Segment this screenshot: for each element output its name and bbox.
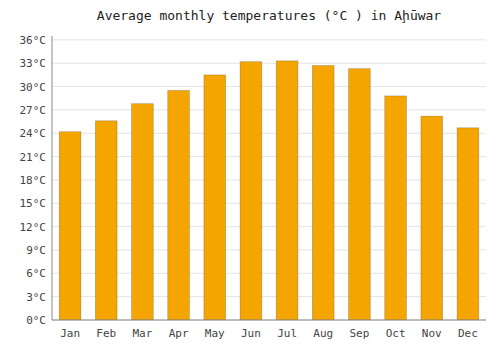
bar bbox=[457, 128, 479, 320]
y-tick-label: 27°C bbox=[20, 104, 47, 117]
grid-line bbox=[52, 39, 486, 40]
y-tick-label: 21°C bbox=[20, 151, 47, 164]
y-tick-label: 3°C bbox=[26, 291, 46, 304]
y-tick-label: 12°C bbox=[20, 221, 47, 234]
y-axis-line bbox=[52, 36, 53, 320]
x-tick-label: Mar bbox=[132, 327, 152, 340]
y-tick-label: 6°C bbox=[26, 267, 46, 280]
grid-line bbox=[52, 109, 486, 110]
bar bbox=[132, 104, 154, 320]
bar bbox=[349, 69, 371, 320]
x-tick-label: Jan bbox=[60, 327, 80, 340]
grid-line bbox=[52, 63, 486, 64]
x-tick-label: Jul bbox=[277, 327, 297, 340]
bar bbox=[59, 132, 81, 320]
grid-line bbox=[52, 320, 486, 321]
x-tick-label: Apr bbox=[169, 327, 189, 340]
page: {"chart_data": {"type": "bar", "title": … bbox=[0, 0, 500, 350]
y-tick-label: 24°C bbox=[20, 127, 47, 140]
x-tick-label: May bbox=[205, 327, 225, 340]
y-tick-label: 33°C bbox=[20, 57, 47, 70]
y-tick-label: 9°C bbox=[26, 244, 46, 257]
bar bbox=[204, 75, 226, 320]
bar bbox=[168, 90, 190, 320]
x-tick-label: Feb bbox=[96, 327, 116, 340]
y-tick-label: 30°C bbox=[20, 81, 47, 94]
bar bbox=[421, 116, 443, 320]
bar bbox=[312, 66, 334, 320]
chart-svg: Average monthly temperatures (°C ) in Aḩ… bbox=[0, 0, 500, 350]
x-tick-label: Oct bbox=[386, 327, 406, 340]
bar bbox=[95, 121, 117, 320]
x-tick-label: Dec bbox=[458, 327, 478, 340]
grid-line bbox=[52, 86, 486, 87]
y-tick-label: 15°C bbox=[20, 197, 47, 210]
bars bbox=[59, 61, 479, 320]
x-tick-label: Sep bbox=[349, 327, 369, 340]
bar bbox=[276, 61, 298, 320]
bar bbox=[240, 62, 262, 320]
x-tick-label: Jun bbox=[241, 327, 261, 340]
chart-title: Average monthly temperatures (°C ) in Aḩ… bbox=[97, 8, 442, 23]
grid bbox=[52, 40, 486, 320]
x-axis-ticks: Jan Feb Mar Apr May Jun Jul Aug Sep Oct Nov Dec bbox=[60, 327, 478, 340]
x-tick-label: Nov bbox=[422, 327, 442, 340]
x-axis-line bbox=[52, 320, 486, 321]
x-tick-label: Aug bbox=[313, 327, 333, 340]
y-tick-label: 36°C bbox=[20, 34, 47, 47]
y-axis-ticks: 0°C 3°C 6°C 9°C 12°C 15°C 18°C 21°C 24°C 27°C 30°C… bbox=[20, 34, 47, 327]
y-tick-label: 18°C bbox=[20, 174, 47, 187]
y-tick-label: 0°C bbox=[26, 314, 46, 327]
chart-container: Average monthly temperatures (°C ) in Aḩ… bbox=[0, 0, 500, 350]
bar bbox=[385, 96, 407, 320]
